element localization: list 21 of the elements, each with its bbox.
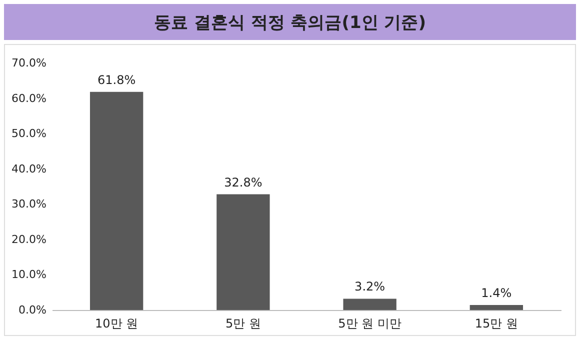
bar <box>90 92 144 310</box>
x-tick-label: 15만 원 <box>474 316 518 330</box>
chart-title: 동료 결혼식 적정 축의금(1인 기준) <box>4 4 576 40</box>
y-tick-label: 0.0% <box>18 304 46 316</box>
y-tick-label: 40.0% <box>12 162 46 176</box>
bar <box>470 305 524 310</box>
x-tick-label: 5만 원 미만 <box>338 316 402 330</box>
y-tick-label: 50.0% <box>12 127 46 140</box>
y-tick-label: 70.0% <box>12 56 46 70</box>
y-tick-label: 60.0% <box>12 92 46 105</box>
data-label: 1.4% <box>481 286 512 300</box>
bar <box>216 194 270 310</box>
data-label: 61.8% <box>98 72 136 87</box>
y-tick-label: 30.0% <box>12 198 46 211</box>
x-tick-label: 10만 원 <box>95 316 138 330</box>
bar <box>343 298 396 310</box>
data-label: 32.8% <box>224 175 262 190</box>
y-tick-label: 20.0% <box>12 232 46 246</box>
y-tick-label: 10.0% <box>12 268 46 282</box>
x-tick-label: 5만 원 <box>225 316 261 330</box>
data-label: 3.2% <box>354 280 386 294</box>
